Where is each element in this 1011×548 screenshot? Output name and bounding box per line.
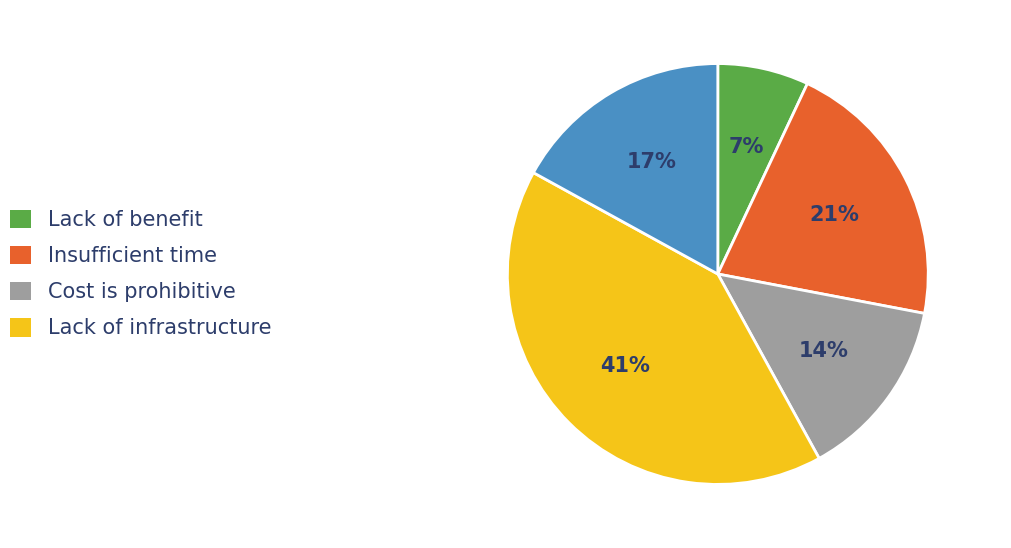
Wedge shape [718,84,928,313]
Wedge shape [718,274,924,459]
Legend: Lack of benefit, Insufficient time, Cost is prohibitive, Lack of infrastructure: Lack of benefit, Insufficient time, Cost… [10,210,271,338]
Text: 17%: 17% [627,152,676,172]
Text: 21%: 21% [809,205,859,225]
Wedge shape [534,64,718,274]
Text: 7%: 7% [729,136,764,157]
Wedge shape [718,64,808,274]
Text: 41%: 41% [601,356,650,376]
Wedge shape [508,173,819,484]
Text: 14%: 14% [799,341,848,361]
